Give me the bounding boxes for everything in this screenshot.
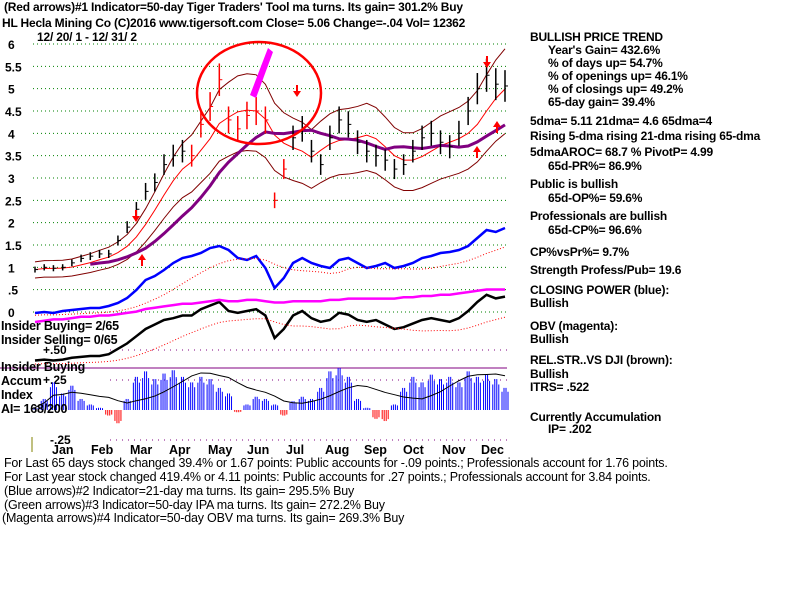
obv-label: OBV (magenta): xyxy=(530,319,618,333)
month-label: Jan xyxy=(52,443,74,457)
accum-tick-label: +.25 xyxy=(43,373,67,387)
rel-str-ma xyxy=(34,316,506,365)
magenta-arrow-icon xyxy=(250,48,273,98)
closing-power-ma xyxy=(34,246,506,316)
highlight-circle xyxy=(195,40,323,146)
closing-power-status: Bullish xyxy=(530,296,569,310)
red-up-arrow-icon xyxy=(493,121,501,133)
red-down-arrow-icon xyxy=(132,210,140,222)
gain-65: 65-day gain= 39.4% xyxy=(548,95,655,109)
upper-band xyxy=(34,48,506,263)
closing-power-label: CLOSING POWER (blue): xyxy=(530,283,670,297)
openings-up: % of openings up= 46.1% xyxy=(548,69,688,83)
ip-value: IP= .202 xyxy=(548,422,592,436)
accum-label: Currently Accumulation xyxy=(530,410,662,424)
public-status: Public is bullish xyxy=(530,177,618,191)
itrs: ITRS= .522 xyxy=(530,380,590,394)
insider-buying: Insider Buying= 2/65 xyxy=(1,319,119,333)
y-tick-label: 5 xyxy=(8,83,15,97)
index-label: Index xyxy=(1,388,33,402)
footer-line3: (Blue arrows)#2 Indicator=21-day ma turn… xyxy=(4,484,355,498)
obv-status: Bullish xyxy=(530,332,569,346)
month-label: Aug xyxy=(325,443,349,457)
month-label: Feb xyxy=(91,443,114,457)
ma65-line xyxy=(90,123,506,266)
footer-line2: For Last year stock changed 419.4% or 4.… xyxy=(4,470,651,484)
years-gain: Year's Gain= 432.6% xyxy=(548,43,661,57)
cp-pct: 65d-CP%= 96.6% xyxy=(548,223,642,237)
y-tick-label: .5 xyxy=(8,284,18,298)
pr-pct: 65d-PR%= 86.9% xyxy=(548,159,642,173)
month-label: Mar xyxy=(130,443,152,457)
closings-up: % of closings up= 49.2% xyxy=(548,82,684,96)
insider-buying-2: Insider Buying xyxy=(1,360,86,374)
relstr-status: Bullish xyxy=(530,367,569,381)
relstr-label: REL.STR..VS DJI (brown): xyxy=(530,353,673,367)
accum-tick-label: +.50 xyxy=(43,343,67,357)
month-label: Jul xyxy=(286,443,304,457)
ticker-line: HL Hecla Mining Co (C)2016 www.tigersoft… xyxy=(2,16,466,30)
accum-label: Accum xyxy=(1,374,42,388)
y-tick-label: 3.5 xyxy=(5,150,22,164)
y-tick-label: 1 xyxy=(8,261,15,275)
indicator1-text: (Red arrows)#1 Indicator=50-day Tiger Tr… xyxy=(4,0,463,14)
y-tick-label: 1.5 xyxy=(5,239,22,253)
closing-power-line xyxy=(34,226,506,315)
footer-line1: For Last 65 days stock changed 39.4% or … xyxy=(4,456,668,470)
footer-line4: (Green arrows)#3 Indicator=50-day IPA ma… xyxy=(4,498,385,512)
red-down-arrow-icon xyxy=(483,56,491,68)
rel-str-line xyxy=(34,293,506,362)
red-up-arrow-icon xyxy=(473,146,481,158)
trend-label: BULLISH PRICE TREND xyxy=(530,30,663,44)
accum-ma xyxy=(34,372,506,409)
dma-values: 5dma= 5.11 21dma= 4.6 65dma=4 xyxy=(530,114,712,128)
strength: Strength Profess/Pub= 19.6 xyxy=(530,263,682,277)
red-up-arrow-icon xyxy=(138,254,146,266)
month-label: Dec xyxy=(481,443,504,457)
rising-dma: Rising 5-dma rising 21-dma rising 65-dma xyxy=(530,129,761,143)
month-label: Oct xyxy=(403,443,425,457)
ma21-line xyxy=(34,88,506,271)
y-tick-label: 6 xyxy=(8,38,15,52)
days-up: % of days up= 54.7% xyxy=(548,56,663,70)
month-label: Apr xyxy=(169,443,191,457)
red-down-arrow-icon xyxy=(293,85,301,97)
pros-status: Professionals are bullish xyxy=(530,209,668,223)
date-range: 12/ 20/ 1 - 12/ 31/ 2 xyxy=(37,30,137,44)
y-tick-label: 2 xyxy=(8,217,15,231)
footer-line5: (Magenta arrows)#4 Indicator=50-day OBV … xyxy=(2,511,405,525)
lower-band xyxy=(34,133,506,279)
month-label: May xyxy=(208,443,232,457)
ai-label: AI= 168/200 xyxy=(1,402,68,416)
obv-line xyxy=(34,288,505,324)
aroc-pivot: 5dmaAROC= 68.7 % PivotP= 4.99 xyxy=(530,145,713,159)
y-tick-label: 5.5 xyxy=(5,60,22,74)
accum-tick-label: -.25 xyxy=(50,433,71,447)
month-label: Nov xyxy=(442,443,466,457)
op-pct: 65d-OP%= 59.6% xyxy=(548,191,643,205)
y-tick-label: 4.5 xyxy=(5,105,22,119)
month-label: Sep xyxy=(364,443,387,457)
insider-selling: Insider Selling= 0/65 xyxy=(1,333,118,347)
y-tick-label: 2.5 xyxy=(5,194,22,208)
cp-vs-pr: CP%vsPr%= 9.7% xyxy=(530,245,629,259)
month-label: Jun xyxy=(247,443,269,457)
y-tick-label: 4 xyxy=(8,127,15,141)
y-tick-label: 0 xyxy=(8,306,15,320)
y-tick-label: 3 xyxy=(8,172,15,186)
